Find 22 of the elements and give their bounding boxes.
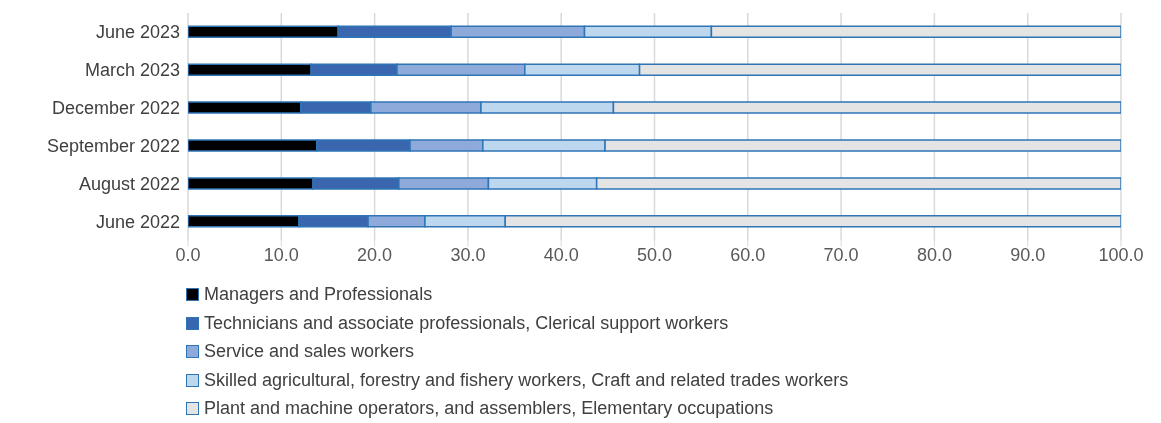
x-tick-label: 90.0 — [1010, 245, 1046, 266]
y-tick-label: September 2022 — [46, 136, 180, 157]
x-tick-label: 0.0 — [175, 245, 201, 266]
legend-label: Service and sales workers — [204, 341, 415, 363]
x-tick-label: 80.0 — [916, 245, 952, 266]
legend-label: Skilled agricultural, forestry and fishery workers, Craft and related trades workers — [204, 369, 849, 391]
x-tick-label: 70.0 — [823, 245, 859, 266]
y-tick-label: August 2022 — [78, 174, 180, 195]
x-tick-label: 20.0 — [357, 245, 393, 266]
y-tick-label: March 2023 — [84, 60, 180, 81]
legend-label: Managers and Professionals — [204, 284, 433, 306]
legend-label: Technicians and associate professionals, Clerical support workers — [204, 312, 729, 334]
x-tick-label: 40.0 — [543, 245, 579, 266]
x-tick-label: 100.0 — [1098, 245, 1144, 266]
legend-label: Plant and machine operators, and assemblers, Elementary occupations — [204, 398, 774, 420]
x-tick-label: 60.0 — [730, 245, 766, 266]
x-tick-label: 50.0 — [636, 245, 673, 266]
y-tick-label: December 2022 — [51, 98, 180, 119]
x-tick-label: 10.0 — [263, 245, 299, 266]
x-tick-label: 30.0 — [450, 245, 486, 266]
y-tick-label: June 2023 — [95, 22, 180, 43]
y-tick-label: June 2022 — [95, 211, 180, 232]
